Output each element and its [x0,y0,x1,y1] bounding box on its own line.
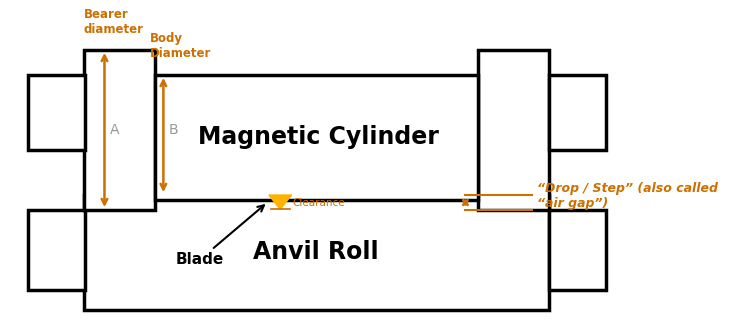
Bar [549,75,606,150]
Text: Clearance: Clearance [292,198,345,208]
Bar [549,210,606,290]
Bar [478,50,549,210]
Bar [28,210,86,290]
Text: Body
Diameter: Body Diameter [150,32,211,60]
Text: “Drop / Step” (also called
“air gap”): “Drop / Step” (also called “air gap”) [537,182,718,210]
Bar [28,75,86,150]
Bar [83,195,549,310]
Text: Bearer
diameter: Bearer diameter [83,8,143,36]
Bar [83,50,154,210]
Text: Magnetic Cylinder: Magnetic Cylinder [198,125,439,149]
Text: Blade: Blade [176,205,264,268]
Text: A: A [110,123,120,137]
Polygon shape [268,195,292,209]
Text: B: B [169,123,178,137]
Bar [154,75,478,200]
Text: Anvil Roll: Anvil Roll [254,240,379,264]
